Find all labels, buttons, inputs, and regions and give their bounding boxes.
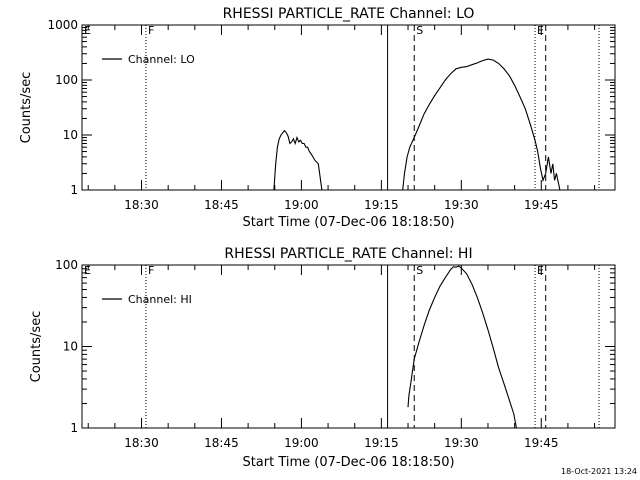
chart-panel-2: RHESSI PARTICLE_RATE Channel: HI 18:30 18:… (29, 246, 616, 470)
x-tick-label: 19:45 (524, 198, 559, 212)
series-line (402, 58, 561, 191)
event-marker-label: E (537, 24, 544, 37)
x-tick-label: 19:45 (524, 436, 559, 450)
plot-frame (81, 24, 616, 191)
event-marker-label: F (148, 264, 154, 277)
x-tick-label: 18:45 (204, 436, 239, 450)
x-tick-label: 18:45 (204, 198, 239, 212)
chart-title: RHESSI PARTICLE_RATE Channel: HI (224, 246, 472, 262)
y-axis-label: Counts/sec (19, 72, 34, 144)
x-tick-label: 18:30 (124, 436, 159, 450)
legend-label: Channel: LO (128, 53, 195, 66)
y-tick-label: 1 (70, 421, 78, 435)
event-marker-label: F (148, 24, 154, 37)
event-marker-label: S (416, 24, 423, 37)
x-tick-label: 19:30 (444, 198, 479, 212)
event-marker-label: E (84, 264, 91, 277)
legend-label: Channel: HI (128, 293, 192, 306)
series-line (407, 265, 517, 429)
y-tick-label: 100 (55, 73, 78, 87)
y-axis-label: Counts/sec (29, 311, 44, 383)
series-line (273, 129, 323, 191)
event-marker-label: S (416, 264, 423, 277)
y-tick-label: 1000 (47, 18, 78, 32)
chart-title: RHESSI PARTICLE_RATE Channel: LO (223, 6, 475, 22)
x-tick-label: 19:30 (444, 436, 479, 450)
chart-panel-1: RHESSI PARTICLE_RATE Channel: LO 18:30 18:… (19, 6, 616, 230)
x-tick-label: 19:00 (284, 198, 319, 212)
x-axis-label: Start Time (07-Dec-06 18:18:50) (242, 455, 454, 470)
y-tick-label: 100 (55, 258, 78, 272)
x-tick-label: 18:30 (124, 198, 159, 212)
x-tick-label: 19:00 (284, 436, 319, 450)
print-timestamp: 18-Oct-2021 13:24 (561, 467, 637, 476)
x-axis-label: Start Time (07-Dec-06 18:18:50) (242, 215, 454, 230)
x-tick-label: 19:15 (364, 198, 399, 212)
event-marker-label: E (84, 24, 91, 37)
y-tick-label: 10 (63, 128, 78, 142)
y-tick-label: 1 (70, 183, 78, 197)
event-marker-label: E (537, 264, 544, 277)
x-tick-label: 19:15 (364, 436, 399, 450)
y-tick-label: 10 (63, 340, 78, 354)
